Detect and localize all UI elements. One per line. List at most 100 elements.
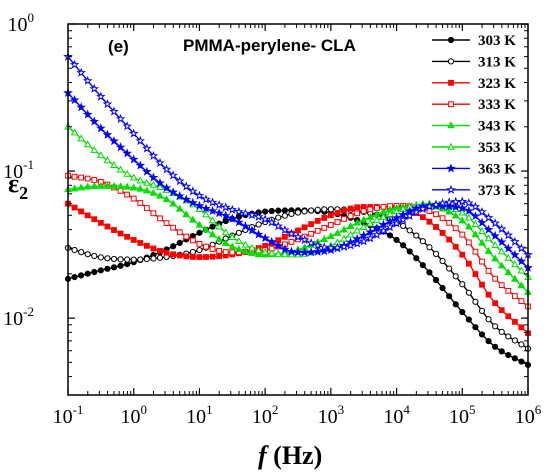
series-2 xyxy=(65,200,531,337)
data-point xyxy=(433,224,439,230)
data-point xyxy=(518,324,525,331)
data-point xyxy=(161,182,172,193)
data-point xyxy=(314,217,321,224)
data-point xyxy=(240,208,251,218)
data-point xyxy=(424,201,435,211)
data-point xyxy=(308,230,315,237)
data-point xyxy=(498,348,505,355)
data-point xyxy=(135,135,146,146)
data-point xyxy=(117,256,124,263)
data-point xyxy=(483,212,494,222)
data-point xyxy=(124,256,131,263)
data-point xyxy=(188,186,198,196)
data-point xyxy=(426,208,433,214)
data-point xyxy=(458,208,467,216)
data-point xyxy=(465,289,472,296)
data-point xyxy=(123,182,131,190)
legend-marker xyxy=(448,79,454,86)
x-tick-label: 10-1 xyxy=(53,402,84,428)
data-point xyxy=(306,247,316,257)
data-point xyxy=(89,83,100,93)
data-point xyxy=(373,216,381,224)
data-point xyxy=(235,237,243,245)
data-point xyxy=(169,199,177,207)
data-point xyxy=(143,242,150,249)
data-point xyxy=(326,242,336,253)
data-point xyxy=(143,255,150,263)
data-point xyxy=(156,183,164,190)
data-point xyxy=(373,205,380,211)
data-point xyxy=(175,204,184,212)
data-point xyxy=(103,156,112,164)
data-point xyxy=(222,217,229,225)
data-point xyxy=(130,256,137,263)
data-point xyxy=(255,221,262,228)
data-point xyxy=(496,237,507,247)
data-point xyxy=(136,184,145,192)
data-point xyxy=(510,236,520,246)
data-point xyxy=(97,219,104,226)
data-point xyxy=(183,233,190,240)
data-point xyxy=(273,221,284,231)
data-point xyxy=(511,318,518,325)
data-point xyxy=(400,242,407,249)
data-point xyxy=(170,251,177,258)
data-point xyxy=(216,248,223,254)
data-point xyxy=(518,298,525,305)
plot-frame xyxy=(67,23,529,396)
data-point xyxy=(505,351,512,359)
data-point xyxy=(464,197,474,208)
data-point xyxy=(122,148,132,158)
data-point xyxy=(450,201,461,212)
data-point xyxy=(235,245,243,252)
data-point xyxy=(148,172,159,182)
data-point xyxy=(360,208,367,215)
data-point xyxy=(452,301,459,308)
data-point xyxy=(170,224,177,231)
data-point xyxy=(484,234,493,242)
data-point xyxy=(70,128,79,136)
data-point xyxy=(254,250,263,257)
data-point xyxy=(96,123,106,133)
data-point xyxy=(266,217,277,227)
data-point xyxy=(183,253,190,260)
data-point xyxy=(97,254,104,261)
data-point xyxy=(478,238,486,246)
data-point xyxy=(446,293,453,300)
data-point xyxy=(109,106,119,116)
data-point xyxy=(340,225,348,233)
data-point xyxy=(419,214,426,221)
data-point xyxy=(188,197,198,207)
data-point xyxy=(216,253,223,260)
data-point xyxy=(281,212,288,219)
data-point xyxy=(215,222,223,230)
data-point xyxy=(511,293,518,299)
data-point xyxy=(433,211,439,218)
series-7 xyxy=(63,51,533,259)
data-point xyxy=(176,229,183,236)
data-point xyxy=(240,221,251,231)
data-point xyxy=(426,218,433,225)
data-point xyxy=(341,207,347,214)
data-point xyxy=(135,160,146,170)
data-point xyxy=(510,249,520,259)
data-point xyxy=(452,273,459,280)
data-point xyxy=(137,256,144,263)
data-point xyxy=(82,109,93,119)
data-point xyxy=(288,210,295,218)
data-point xyxy=(471,220,480,227)
data-point xyxy=(128,154,139,164)
data-point xyxy=(77,183,85,191)
data-point xyxy=(181,194,192,204)
ticks-layer: 10-1 100 101 102 103 104 105 106 10-2 10-1 100 xyxy=(3,10,542,428)
data-point xyxy=(168,170,178,180)
data-point xyxy=(91,252,98,260)
legend-item: 363 K xyxy=(432,161,516,177)
legend-label: 323 K xyxy=(478,76,516,92)
data-point xyxy=(143,178,151,186)
data-point xyxy=(110,255,118,263)
data-point xyxy=(142,143,152,153)
data-point xyxy=(261,248,269,256)
data-point xyxy=(202,210,210,218)
data-point xyxy=(498,307,505,314)
